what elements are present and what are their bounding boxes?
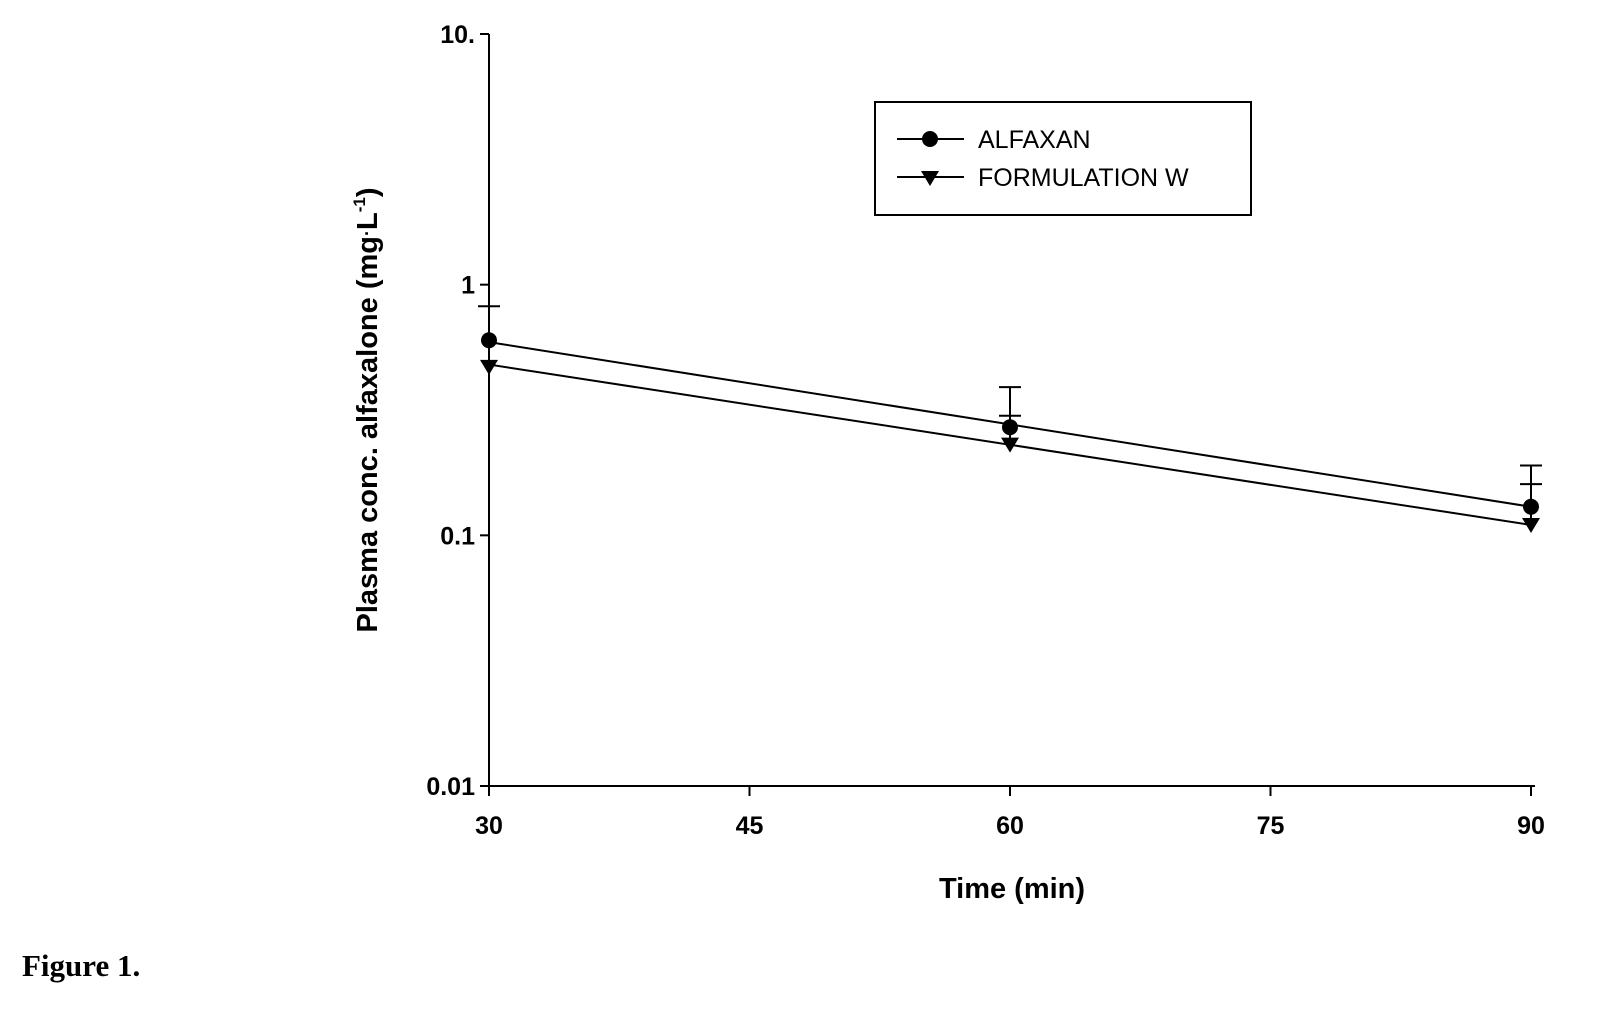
- legend-label-alfaxan: ALFAXAN: [978, 126, 1091, 154]
- data-point-formulation-w: [1001, 437, 1019, 453]
- series-layer: [478, 305, 1542, 533]
- data-point-alfaxan: [481, 332, 497, 349]
- x-ticks: 30 45 60 75 90: [475, 786, 1545, 840]
- plot-area: 0.01 0.1 1 10. 30 45 60 75 90: [426, 21, 1545, 840]
- y-tick-label: 1: [461, 272, 475, 300]
- legend-marker-alfaxan: [922, 131, 938, 147]
- svg-text:Plasma conc. alfaxalone (mg·L-: Plasma conc. alfaxalone (mg·L-1): [350, 188, 384, 633]
- x-tick-label: 60: [996, 812, 1024, 840]
- x-tick-label: 45: [736, 812, 764, 840]
- y-axis-title: Plasma conc. alfaxalone (mg·L-1): [350, 188, 384, 633]
- series-formulation-w: [480, 359, 1542, 533]
- figure-caption: Figure 1.: [22, 948, 141, 983]
- x-tick-label: 75: [1257, 812, 1285, 840]
- x-tick-label: 30: [475, 812, 503, 840]
- data-point-formulation-w: [1522, 517, 1540, 533]
- y-axis-title-unit: L: [352, 212, 384, 230]
- y-axis-title-main: Plasma conc. alfaxalone (mg: [352, 236, 384, 632]
- legend: ALFAXAN FORMULATION W: [874, 101, 1252, 216]
- y-tick-label: 10.: [440, 21, 475, 49]
- y-axis-title-exponent: -1: [350, 197, 369, 212]
- legend-box: [874, 101, 1252, 216]
- y-ticks: 0.01 0.1 1 10.: [426, 21, 489, 801]
- y-tick-label: 0.01: [426, 773, 475, 801]
- y-axis-title-end: ): [352, 188, 384, 198]
- x-axis-title: Time (min): [939, 873, 1085, 905]
- series-alfaxan: [478, 305, 1542, 515]
- y-tick-label: 0.1: [440, 522, 475, 550]
- legend-label-formulation-w: FORMULATION W: [978, 164, 1189, 192]
- x-tick-label: 90: [1517, 812, 1545, 840]
- data-point-formulation-w: [480, 359, 498, 375]
- legend-marker-formulation-w: [921, 171, 939, 186]
